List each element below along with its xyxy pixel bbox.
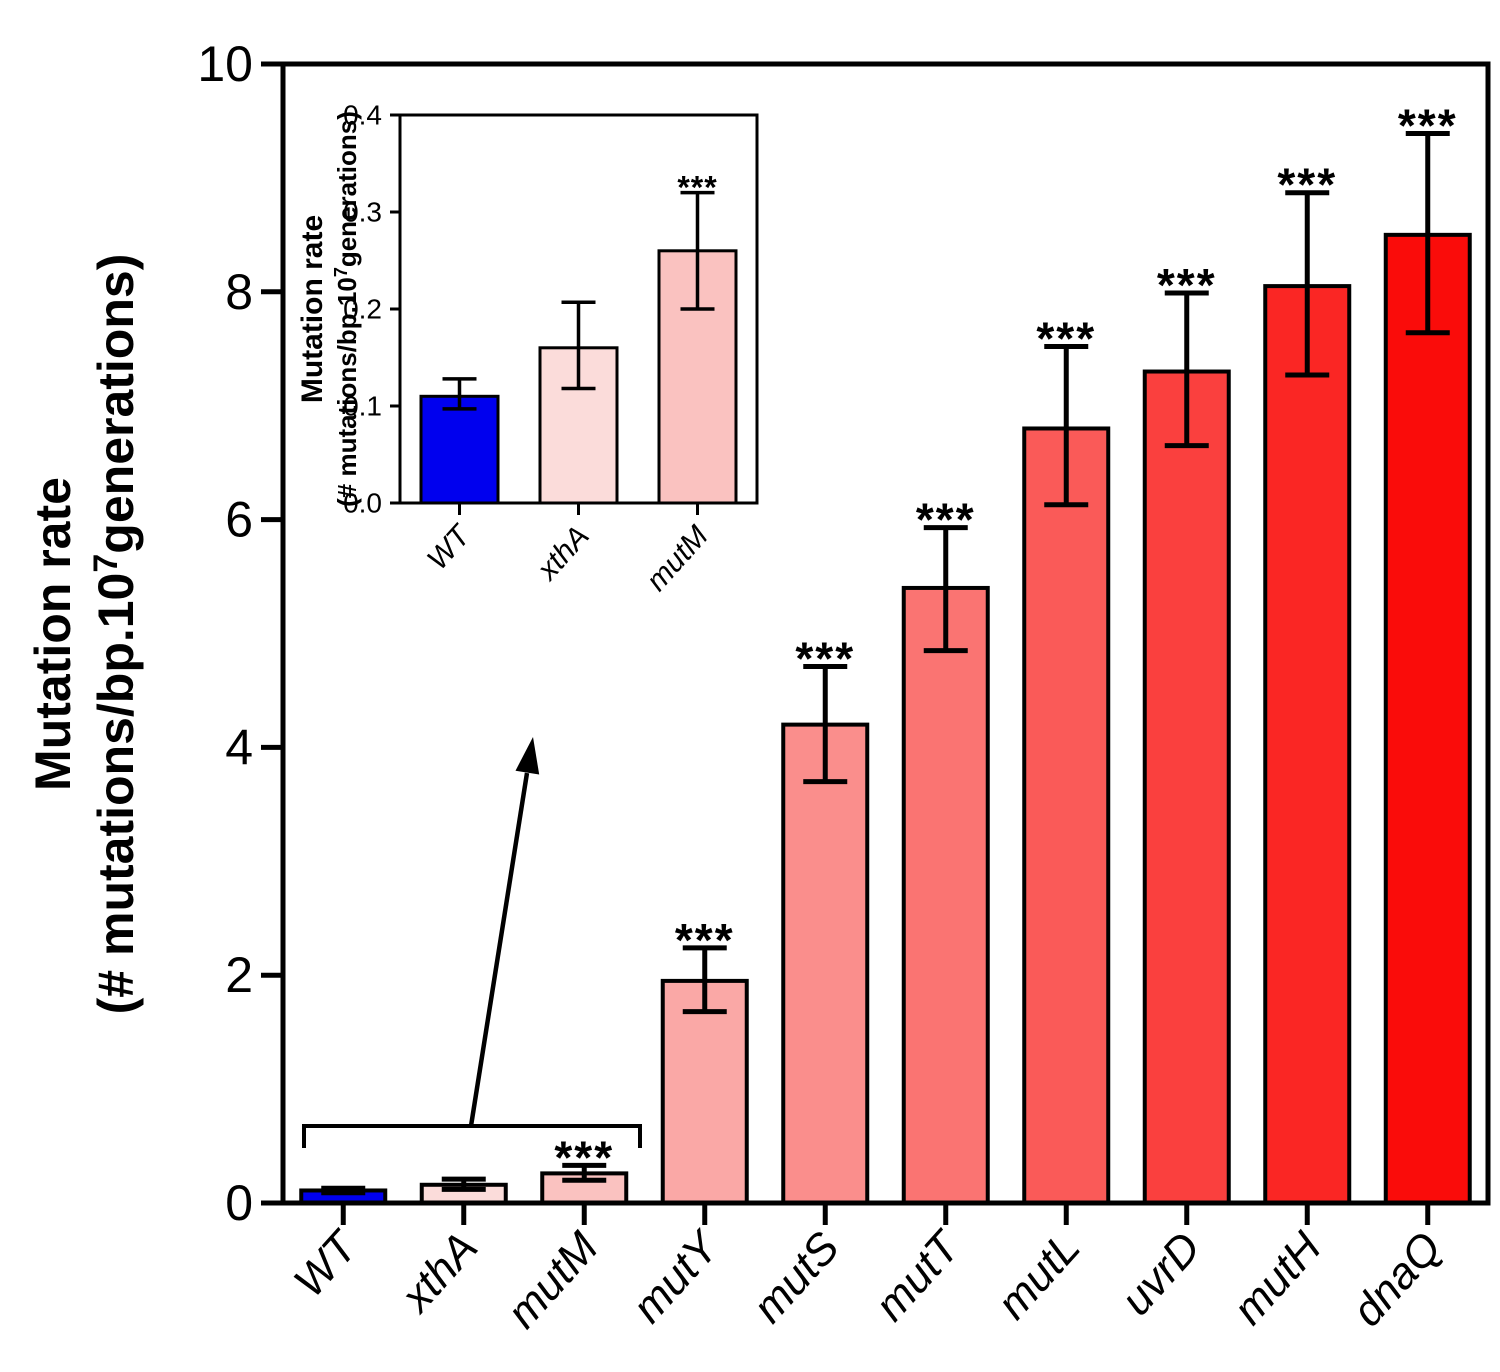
inset-y-axis-label-line2: (# mutations/bp.107generations) bbox=[331, 111, 362, 507]
x-tick-label-xthA: xthA bbox=[391, 1223, 488, 1323]
inset-arrow-line bbox=[468, 772, 530, 1127]
x-tick-label-dnaQ: dnaQ bbox=[1343, 1223, 1451, 1336]
x-tick-label-mutH: mutH bbox=[1224, 1223, 1331, 1334]
main-y-axis-label-line1: Mutation rate bbox=[25, 477, 81, 791]
bar-uvrD bbox=[1142, 369, 1231, 1205]
y-tick-label-0.0: 0.0 bbox=[343, 488, 382, 519]
x-tick-label-mutT: mutT bbox=[866, 1221, 972, 1331]
bracket-arrow-annotation bbox=[302, 737, 642, 1148]
main-plot: WT xthA***mutM***mutY***mutS***mutT***mut… bbox=[197, 36, 1491, 1338]
y-tick-label-4: 4 bbox=[225, 719, 253, 775]
y-tick-label-2: 2 bbox=[225, 947, 253, 1003]
x-tick-label-mutS: mutS bbox=[744, 1223, 849, 1332]
significance-mutM: *** bbox=[554, 1131, 614, 1183]
main-y-axis-label-line2: (# mutations/bp.107generations) bbox=[87, 254, 144, 1015]
y-tick-label-8: 8 bbox=[225, 264, 253, 320]
y-tick-label-0.4: 0.4 bbox=[343, 100, 382, 131]
x-tick-label-uvrD: uvrD bbox=[1112, 1223, 1211, 1325]
x-tick-label-mutL: mutL bbox=[988, 1223, 1090, 1328]
significance-mutT: *** bbox=[916, 494, 976, 546]
axis-labels: Mutation rate (# mutations/bp.107generat… bbox=[25, 111, 362, 1014]
x-tick-label-mutY: mutY bbox=[623, 1221, 730, 1332]
significance-dnaQ: *** bbox=[1398, 99, 1458, 151]
y-tick-label-0.1: 0.1 bbox=[343, 391, 382, 422]
significance-mutS: *** bbox=[795, 633, 855, 685]
bar-mutT bbox=[901, 585, 990, 1205]
significance-mutY: *** bbox=[675, 914, 735, 966]
x-tick-label-mutM: mutM bbox=[498, 1223, 608, 1338]
bar-dnaQ bbox=[1383, 232, 1472, 1206]
bar-mutL bbox=[1022, 426, 1111, 1206]
bar-mutY bbox=[660, 978, 749, 1206]
y-tick-label-0.2: 0.2 bbox=[343, 294, 382, 325]
significance-mutH: *** bbox=[1277, 159, 1337, 211]
inset-arrow-head bbox=[515, 737, 540, 775]
y-tick-label-0.3: 0.3 bbox=[343, 197, 382, 228]
axes-frame bbox=[280, 61, 1491, 1206]
significance-uvrD: *** bbox=[1157, 259, 1217, 311]
significance-mutM: *** bbox=[677, 170, 717, 206]
bar-mutH bbox=[1263, 284, 1352, 1206]
y-tick-label-0: 0 bbox=[225, 1175, 253, 1231]
significance-mutL: *** bbox=[1036, 312, 1096, 364]
bar-mutS bbox=[781, 722, 870, 1205]
bar-WT bbox=[419, 394, 500, 505]
x-tick-label-WT: WT bbox=[284, 1221, 368, 1307]
axes-frame bbox=[398, 113, 759, 505]
inset-y-axis-label-line1: Mutation rate bbox=[296, 215, 329, 403]
y-tick-label-6: 6 bbox=[225, 492, 253, 548]
y-tick-label-10: 10 bbox=[197, 36, 253, 92]
